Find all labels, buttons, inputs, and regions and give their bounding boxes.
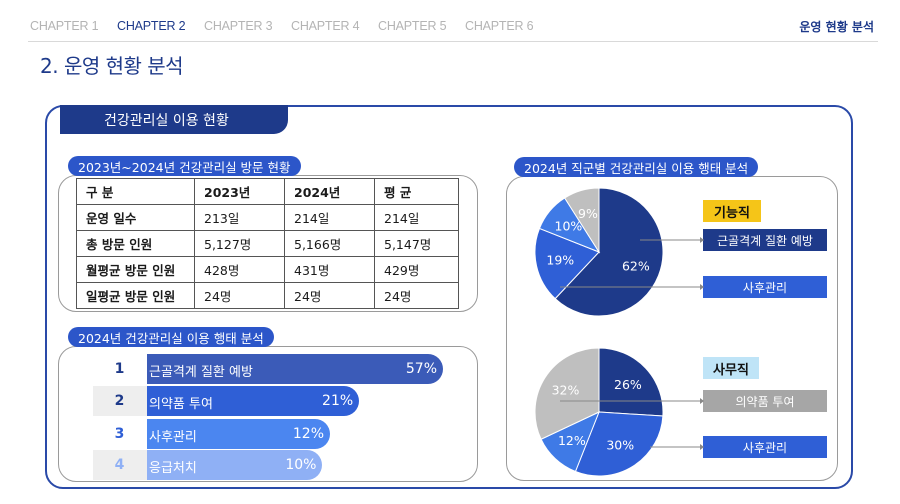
- section-name: 운영 현황 분석: [799, 20, 874, 34]
- table-cell: 5,127명: [194, 230, 285, 257]
- pie-slice-label: 19%: [546, 253, 574, 268]
- usage-bar-value: 21%: [322, 393, 354, 409]
- table-row-head: 월평균 방문 인원: [76, 256, 195, 283]
- job-section-title: 2024년 직군별 건강관리실 이용 행태 분석: [514, 157, 759, 177]
- rank-row: 3: [93, 419, 146, 449]
- usage-bar: 57%: [147, 354, 443, 384]
- pie-chart-production: 62% 19% 10%9%: [534, 187, 664, 317]
- pie-slice: [554, 187, 664, 317]
- table-cell: 214일: [374, 204, 459, 231]
- tab-chapter-4[interactable]: CHAPTER 4: [291, 19, 360, 33]
- table-header-cell: 구 분: [76, 178, 195, 205]
- pie-slice-label: 32%: [552, 383, 580, 398]
- table-cell: 24명: [284, 282, 375, 309]
- rank-number: 1: [114, 361, 125, 377]
- usage-bar-value: 57%: [405, 361, 437, 377]
- pie-slice: [598, 347, 664, 417]
- usage-bar: 10%: [147, 450, 323, 480]
- usage-bar-label: 사후관리: [149, 430, 197, 445]
- legend-item: 사후관리: [703, 436, 827, 458]
- tab-chapter-2[interactable]: CHAPTER 2: [117, 19, 186, 33]
- tab-chapter-1[interactable]: CHAPTER 1: [30, 19, 99, 33]
- table-cell: 5,166명: [284, 230, 375, 257]
- tab-chapter-3[interactable]: CHAPTER 3: [204, 19, 273, 33]
- table-row: 일평균 방문 인원 24명 24명 24명: [76, 282, 459, 309]
- pie-slice: [564, 187, 600, 254]
- rank-number: 2: [114, 393, 125, 409]
- usage-bar-label: 의약품 투여: [149, 397, 213, 412]
- rank-row: 4: [93, 450, 147, 480]
- pie-slice: [574, 411, 664, 477]
- tab-chapter-5[interactable]: CHAPTER 5: [378, 19, 447, 33]
- table-cell: 214일: [284, 204, 375, 231]
- usage-bar-value: 12%: [292, 426, 325, 442]
- pie-slice-label: 9%: [578, 206, 598, 221]
- panel-title-text: 건강관리실 이용 현황: [104, 112, 229, 129]
- table-cell: 24명: [194, 282, 285, 309]
- table-header-cell: 평 균: [374, 178, 459, 205]
- usage-bar-label: 근골격계 질환 예방: [149, 365, 253, 380]
- pie-slice-label: 26%: [614, 377, 642, 392]
- rank-number: 4: [114, 457, 125, 473]
- table-row: 총 방문 인원 5,127명 5,166명 5,147명: [76, 230, 459, 257]
- table-row-head: 일평균 방문 인원: [76, 282, 195, 309]
- legend-item: 사후관리: [703, 276, 827, 298]
- nav-divider: [28, 41, 878, 42]
- table-row-head: 운영 일수: [76, 204, 195, 231]
- visit-table: 구 분 2023년 2024년 평 균 운영 일수 213일 214일 214일…: [76, 178, 459, 309]
- pie-slice-label: 10%: [555, 219, 583, 234]
- group-tag-production: 기능직: [703, 200, 761, 222]
- page-title: 2. 운영 현황 분석: [40, 54, 184, 78]
- table-cell: 428명: [194, 256, 285, 283]
- rank-row: 2: [93, 386, 147, 416]
- usage-bar: 12%: [147, 419, 331, 449]
- table-cell: 24명: [374, 282, 459, 309]
- table-row-head: 총 방문 인원: [76, 230, 195, 257]
- usage-section-title: 2024년 건강관리실 이용 행태 분석: [68, 327, 274, 347]
- usage-bar-value: 10%: [285, 457, 317, 473]
- pie-slice: [534, 347, 600, 440]
- visit-section-title: 2023년~2024년 건강관리실 방문 현황: [68, 156, 301, 176]
- legend-item: 근골격계 질환 예방: [703, 229, 827, 251]
- usage-bar: 21%: [147, 386, 360, 416]
- legend-item: 의약품 투여: [703, 390, 827, 412]
- table-row: 월평균 방문 인원 428명 431명 429명: [76, 256, 459, 283]
- table-header-row: 구 분 2023년 2024년 평 균: [76, 178, 459, 205]
- usage-bar-label: 응급처치: [149, 461, 197, 476]
- rank-row: 1: [93, 354, 146, 384]
- table-header-cell: 2024년: [284, 178, 375, 205]
- table-cell: 429명: [374, 256, 459, 283]
- table-header-cell: 2023년: [194, 178, 285, 205]
- pie-slice-label: 12%: [558, 433, 586, 448]
- group-tag-office: 사무직: [703, 357, 759, 379]
- chapter-nav: CHAPTER 1 CHAPTER 2 CHAPTER 3 CHAPTER 4 …: [0, 0, 900, 42]
- panel-title: 건강관리실 이용 현황: [60, 105, 288, 134]
- table-row: 운영 일수 213일 214일 214일: [76, 204, 459, 231]
- pie-slice-label: 62%: [622, 259, 650, 274]
- chapter-tabs: CHAPTER 1 CHAPTER 2 CHAPTER 3 CHAPTER 4 …: [30, 19, 552, 33]
- tab-chapter-6[interactable]: CHAPTER 6: [465, 19, 534, 33]
- table-cell: 213일: [194, 204, 285, 231]
- rank-number: 3: [114, 426, 125, 442]
- pie-chart-office: 26% 30% 12% 32%: [534, 347, 664, 477]
- table-cell: 431명: [284, 256, 375, 283]
- pie-slice-label: 30%: [606, 438, 634, 453]
- table-cell: 5,147명: [374, 230, 459, 257]
